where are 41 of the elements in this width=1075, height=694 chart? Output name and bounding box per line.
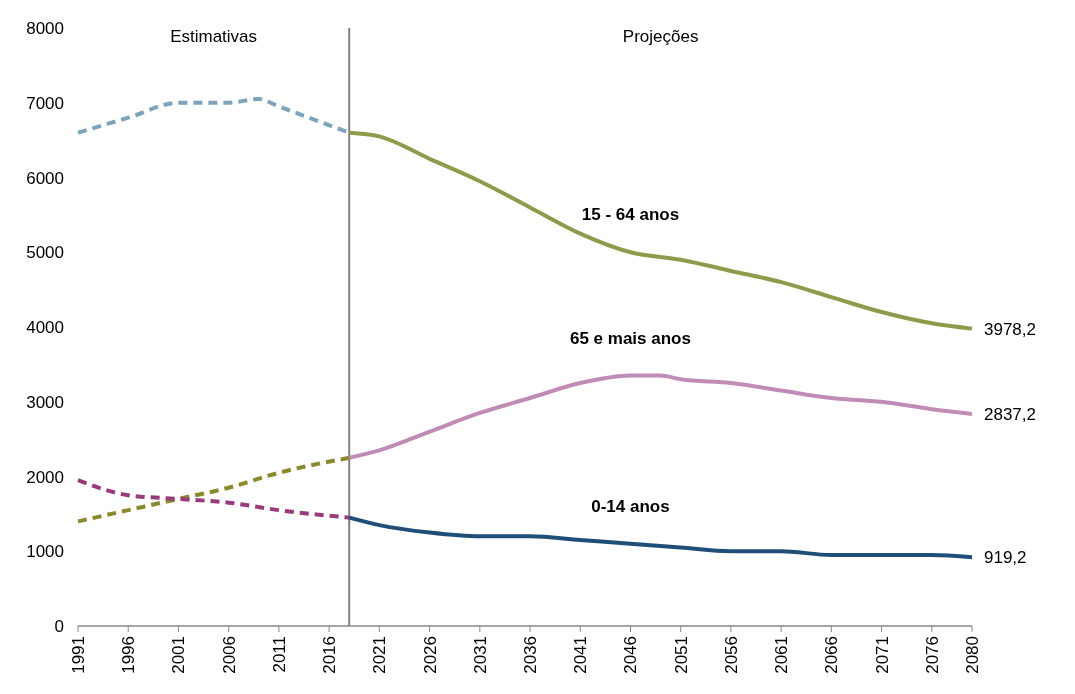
y-tick-label: 0 <box>54 617 64 636</box>
series-label: 0-14 anos <box>591 496 670 516</box>
y-tick-label: 8000 <box>26 19 64 38</box>
line-series <box>76 478 352 520</box>
x-tick-label: 2051 <box>671 636 691 674</box>
y-tick-label: 6000 <box>26 168 64 188</box>
x-tick-label: 2080 <box>963 636 982 674</box>
x-tick-label: 2031 <box>470 636 490 674</box>
x-tick-label: 1991 <box>69 636 88 674</box>
y-tick-label: 1000 <box>26 542 64 562</box>
x-tick-label: 2016 <box>320 636 340 674</box>
line-series <box>347 373 974 460</box>
line-series <box>76 455 352 524</box>
x-tick-label: 2076 <box>922 636 942 674</box>
annotation: Estimativas <box>170 27 258 46</box>
x-tick-label: 2001 <box>169 636 189 674</box>
x-tick-label: 2036 <box>521 636 541 674</box>
data-label: 919,2 <box>984 548 1027 568</box>
x-tick-label: 2006 <box>219 636 239 674</box>
x-tick-label: 2071 <box>872 636 892 674</box>
y-tick-label: 5000 <box>26 243 64 263</box>
line-series <box>347 130 974 331</box>
x-tick-label: 2066 <box>822 636 842 674</box>
x-tick-label: 1996 <box>119 636 139 674</box>
x-tick-label: 2046 <box>621 636 641 674</box>
data-label: 2837,2 <box>984 404 1036 424</box>
line-series <box>347 515 974 560</box>
x-tick-label: 2021 <box>370 636 390 674</box>
x-tick-label: 2061 <box>772 636 792 674</box>
x-tick-label: 2041 <box>571 636 591 674</box>
y-tick-label: 2000 <box>26 467 64 487</box>
series-label: 15 - 64 anos <box>581 205 680 225</box>
data-label: 3978,2 <box>984 319 1036 339</box>
x-tick-label: 2011 <box>269 636 289 673</box>
x-tick-label: 2026 <box>420 636 440 674</box>
y-tick-label: 4000 <box>26 318 64 337</box>
y-tick-label: 3000 <box>26 392 64 412</box>
annotation: Projeções <box>622 27 699 46</box>
series-label: 65 e mais anos <box>569 328 691 348</box>
y-tick-label: 7000 <box>26 93 64 113</box>
x-tick-label: 2056 <box>721 636 741 674</box>
